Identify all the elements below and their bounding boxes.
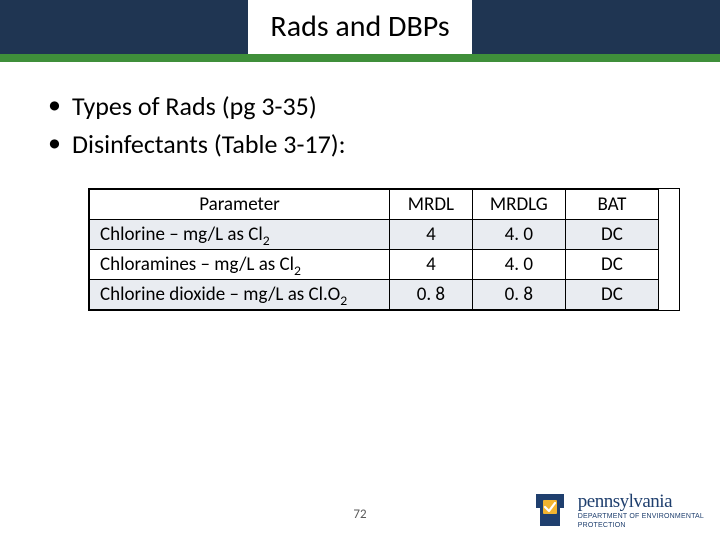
logo-state-name: pennsylvania [578,492,704,511]
table-cell: 0. 8 [472,280,565,310]
table-cell: Chlorine dioxide – mg/L as Cl.O2 [90,280,390,310]
logo-dept-line2: PROTECTION [578,522,704,529]
table-header-cell: BAT [565,190,658,220]
table-cell: DC [565,250,658,280]
table-header-cell: MRDL [390,190,473,220]
footer-logo: pennsylvania DEPARTMENT OF ENVIRONMENTAL… [530,490,704,530]
table-header-cell: Parameter [90,190,390,220]
table-cell: 0. 8 [390,280,473,310]
table-cell: 4. 0 [472,250,565,280]
table-row: Chloramines – mg/L as Cl244. 0DC [90,250,659,280]
table-cell: DC [565,280,658,310]
table-cell: 4 [390,220,473,250]
bullet-item: Types of Rads (pg 3-35) [44,90,680,122]
title-green-bar [0,54,720,62]
bullet-item: Disinfectants (Table 3-17): [44,128,680,160]
content-area: Types of Rads (pg 3-35) Disinfectants (Ta… [0,62,720,311]
table-row: Chlorine – mg/L as Cl244. 0DC [90,220,659,250]
bullet-list: Types of Rads (pg 3-35) Disinfectants (Ta… [44,90,680,160]
table-header-cell: MRDLG [472,190,565,220]
table-header-row: ParameterMRDLMRDLGBAT [90,190,659,220]
logo-dept-line1: DEPARTMENT OF ENVIRONMENTAL [578,513,704,520]
page-number: 72 [353,507,366,522]
logo-text: pennsylvania DEPARTMENT OF ENVIRONMENTAL… [578,492,704,529]
table-cell: Chlorine – mg/L as Cl2 [90,220,390,250]
keystone-icon [530,490,570,530]
title-band: Rads and DBPs [0,0,720,62]
table-cell: 4 [390,250,473,280]
slide-title: Rads and DBPs [248,0,471,54]
table-row: Chlorine dioxide – mg/L as Cl.O20. 80. 8… [90,280,659,310]
table-cell: 4. 0 [472,220,565,250]
disinfectants-table-wrap: ParameterMRDLMRDLGBATChlorine – mg/L as … [88,188,680,311]
disinfectants-table: ParameterMRDLMRDLGBATChlorine – mg/L as … [89,189,659,310]
table-cell: DC [565,220,658,250]
title-navy-bar: Rads and DBPs [0,0,720,54]
table-cell: Chloramines – mg/L as Cl2 [90,250,390,280]
